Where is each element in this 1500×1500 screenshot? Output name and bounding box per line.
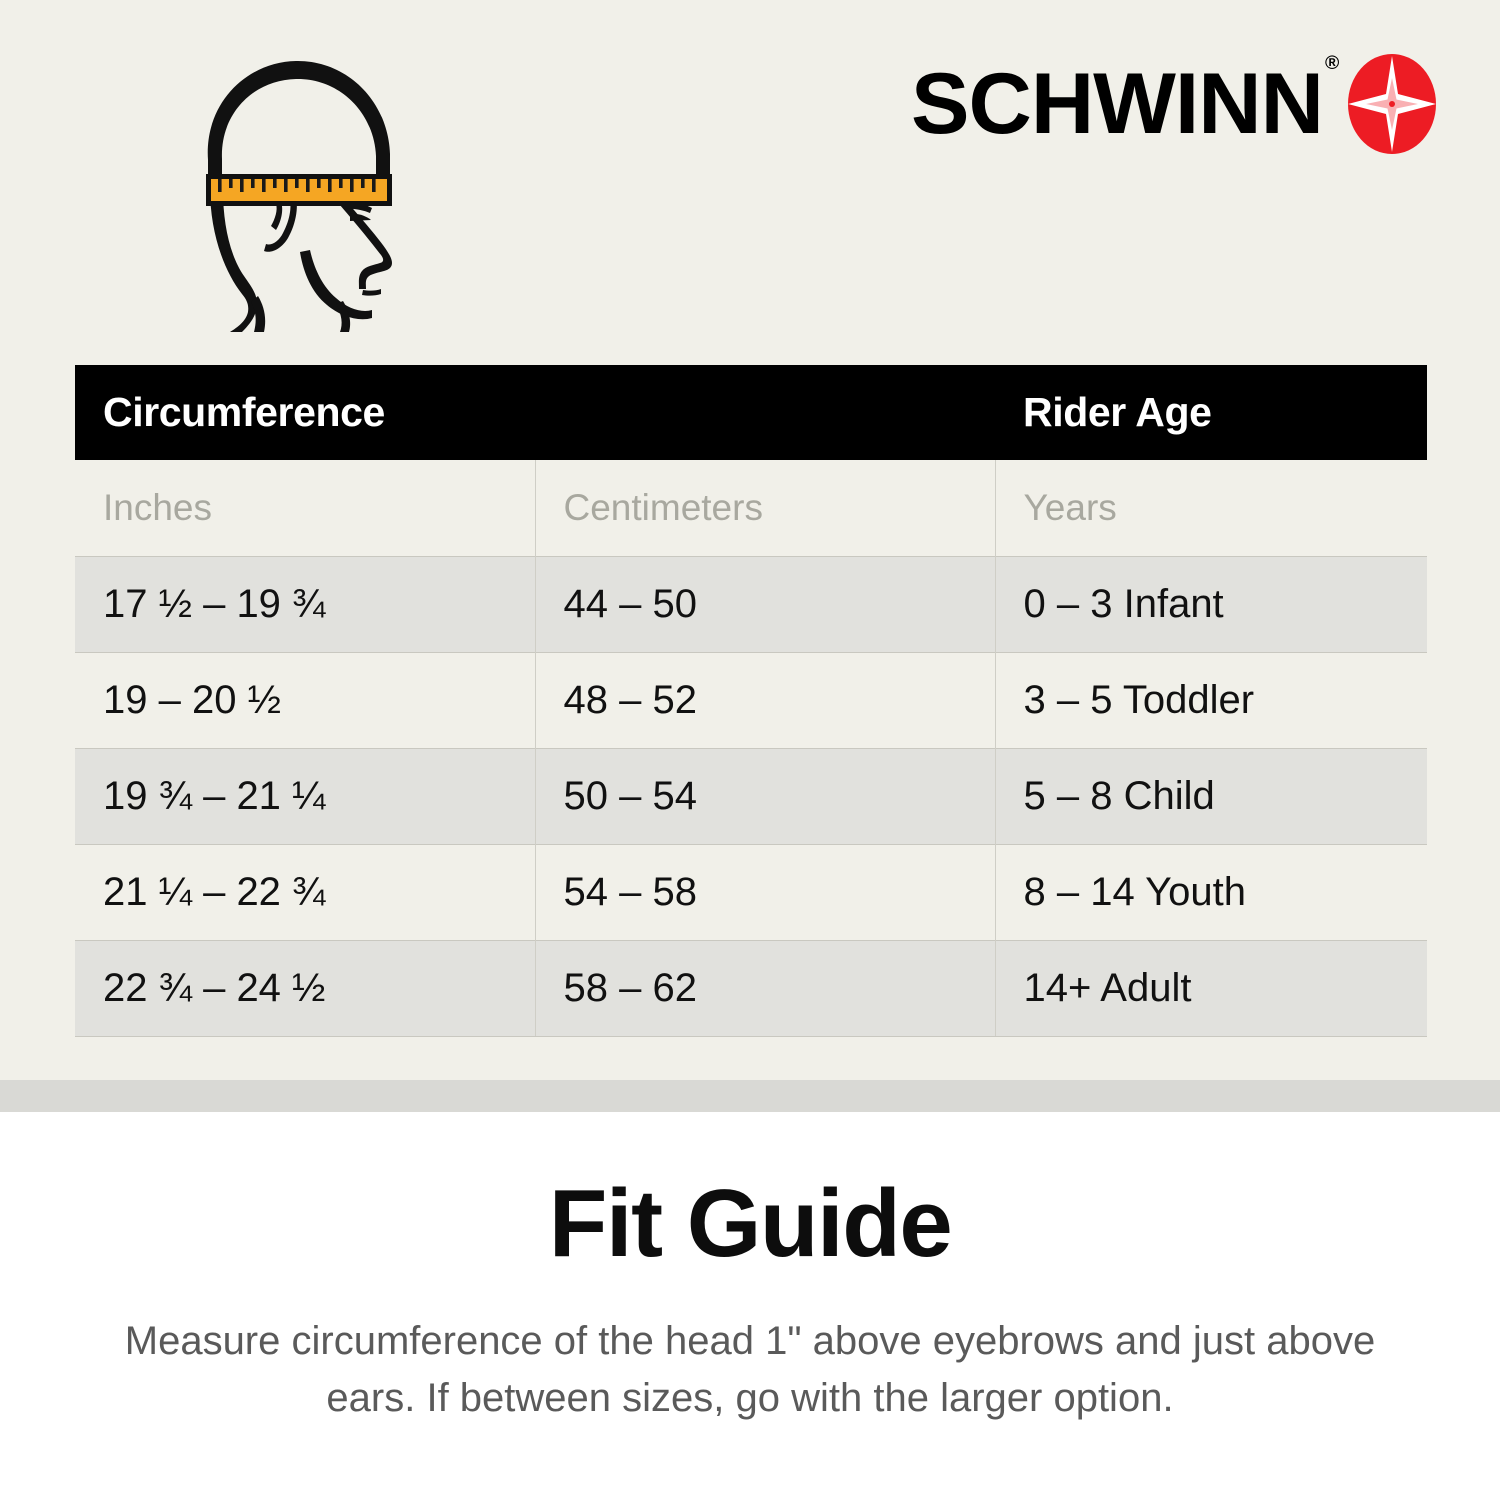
table-row: 19 – 20 ½ 48 – 52 3 – 5 Toddler xyxy=(75,651,1428,748)
schwinn-wordmark: SCHWINN ® xyxy=(911,54,1339,147)
fit-guide-footer: Fit Guide Measure circumference of the h… xyxy=(0,1112,1500,1500)
header-circumference: Circumference xyxy=(75,365,996,460)
cell-centimeters: 48 – 52 xyxy=(535,651,996,748)
cell-inches: 22 ¾ – 24 ½ xyxy=(75,939,536,1037)
fit-guide-title: Fit Guide xyxy=(548,1170,953,1277)
cell-inches: 17 ½ – 19 ¾ xyxy=(75,555,536,652)
table-row: 17 ½ – 19 ¾ 44 – 50 0 – 3 Infant xyxy=(75,555,1428,652)
head-measuring-illustration xyxy=(150,28,440,333)
subheader-centimeters: Centimeters xyxy=(535,460,996,556)
fit-guide-description: Measure circumference of the head 1" abo… xyxy=(124,1318,1376,1420)
section-divider-band xyxy=(0,1080,1500,1112)
schwinn-star-badge-icon xyxy=(1344,52,1440,156)
table-body: 17 ½ – 19 ¾ 44 – 50 0 – 3 Infant 19 – 20… xyxy=(75,555,1428,1037)
header-row: SCHWINN ® xyxy=(0,0,1500,360)
table-header-row: Circumference Rider Age xyxy=(75,365,1428,460)
cell-centimeters: 54 – 58 xyxy=(535,843,996,940)
cell-age: 3 – 5 Toddler xyxy=(995,651,1428,748)
cell-age: 8 – 14 Youth xyxy=(995,843,1428,940)
schwinn-logo: SCHWINN ® xyxy=(911,52,1440,156)
cell-inches: 19 – 20 ½ xyxy=(75,651,536,748)
cell-inches: 19 ¾ – 21 ¼ xyxy=(75,747,536,844)
schwinn-wordmark-text: SCHWINN xyxy=(911,56,1324,152)
table-subheader-row: Inches Centimeters Years xyxy=(75,460,1428,556)
subheader-inches: Inches xyxy=(75,460,536,556)
table-main-header: Circumference Rider Age xyxy=(75,365,1428,460)
cell-centimeters: 50 – 54 xyxy=(535,747,996,844)
cell-age: 0 – 3 Infant xyxy=(995,555,1428,652)
cell-age: 14+ Adult xyxy=(995,939,1428,1037)
cell-centimeters: 58 – 62 xyxy=(535,939,996,1037)
cell-age: 5 – 8 Child xyxy=(995,747,1428,844)
header-rider-age: Rider Age xyxy=(995,365,1428,460)
table-row: 19 ¾ – 21 ¼ 50 – 54 5 – 8 Child xyxy=(75,747,1428,844)
table-row: 22 ¾ – 24 ½ 58 – 62 14+ Adult xyxy=(75,939,1428,1037)
subheader-years: Years xyxy=(995,460,1428,556)
registered-trademark-icon: ® xyxy=(1325,53,1339,75)
table-row: 21 ¼ – 22 ¾ 54 – 58 8 – 14 Youth xyxy=(75,843,1428,940)
helmet-size-table: Circumference Rider Age Inches Centimete… xyxy=(75,365,1428,1037)
cell-inches: 21 ¼ – 22 ¾ xyxy=(75,843,536,940)
cell-centimeters: 44 – 50 xyxy=(535,555,996,652)
